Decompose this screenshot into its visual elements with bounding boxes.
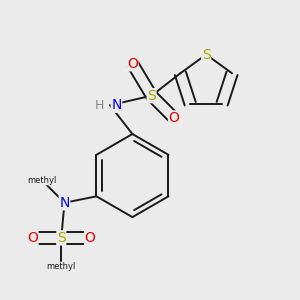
Text: O: O [127,57,138,71]
Text: S: S [147,89,156,103]
Text: methyl: methyl [46,262,76,271]
Text: methyl: methyl [27,176,57,185]
Text: S: S [57,231,66,245]
Text: S: S [202,47,211,61]
Text: H: H [94,99,104,112]
Text: N: N [59,196,70,210]
Text: O: O [169,111,179,125]
Text: N: N [111,98,122,112]
Text: O: O [27,231,38,245]
Text: O: O [85,231,95,245]
